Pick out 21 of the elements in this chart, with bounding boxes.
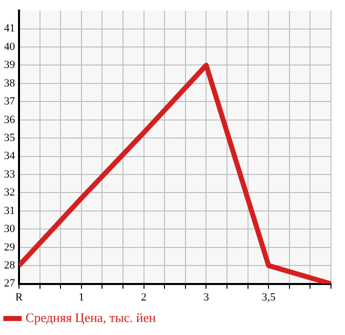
y-tick-label: 35: [4, 132, 16, 144]
x-tick-label: 3: [203, 291, 210, 304]
y-tick-label: 33: [4, 168, 16, 180]
y-tick-label: 28: [4, 259, 16, 272]
y-tick-label: 36: [4, 114, 16, 126]
y-tick-label: 32: [4, 186, 15, 199]
y-tick-label: 40: [4, 40, 16, 53]
y-tick-label: 27: [4, 278, 16, 290]
y-tick-label: 29: [4, 241, 16, 254]
y-tick-label: 37: [4, 96, 16, 108]
y-tick-label: 30: [4, 223, 16, 236]
x-tick-label: 3,5: [262, 291, 276, 304]
y-tick-label: 34: [4, 150, 16, 162]
y-tick-label: 31: [4, 204, 15, 217]
y-tick-label: 39: [4, 59, 16, 72]
y-tick-label: 41: [4, 22, 15, 35]
x-tick-label: 2: [141, 291, 147, 304]
x-tick-label: R: [15, 291, 24, 304]
legend-label: Средняя Цена, тыс. йен: [26, 310, 156, 325]
y-tick-label: 38: [4, 77, 16, 90]
x-tick-label: 1: [78, 291, 84, 304]
